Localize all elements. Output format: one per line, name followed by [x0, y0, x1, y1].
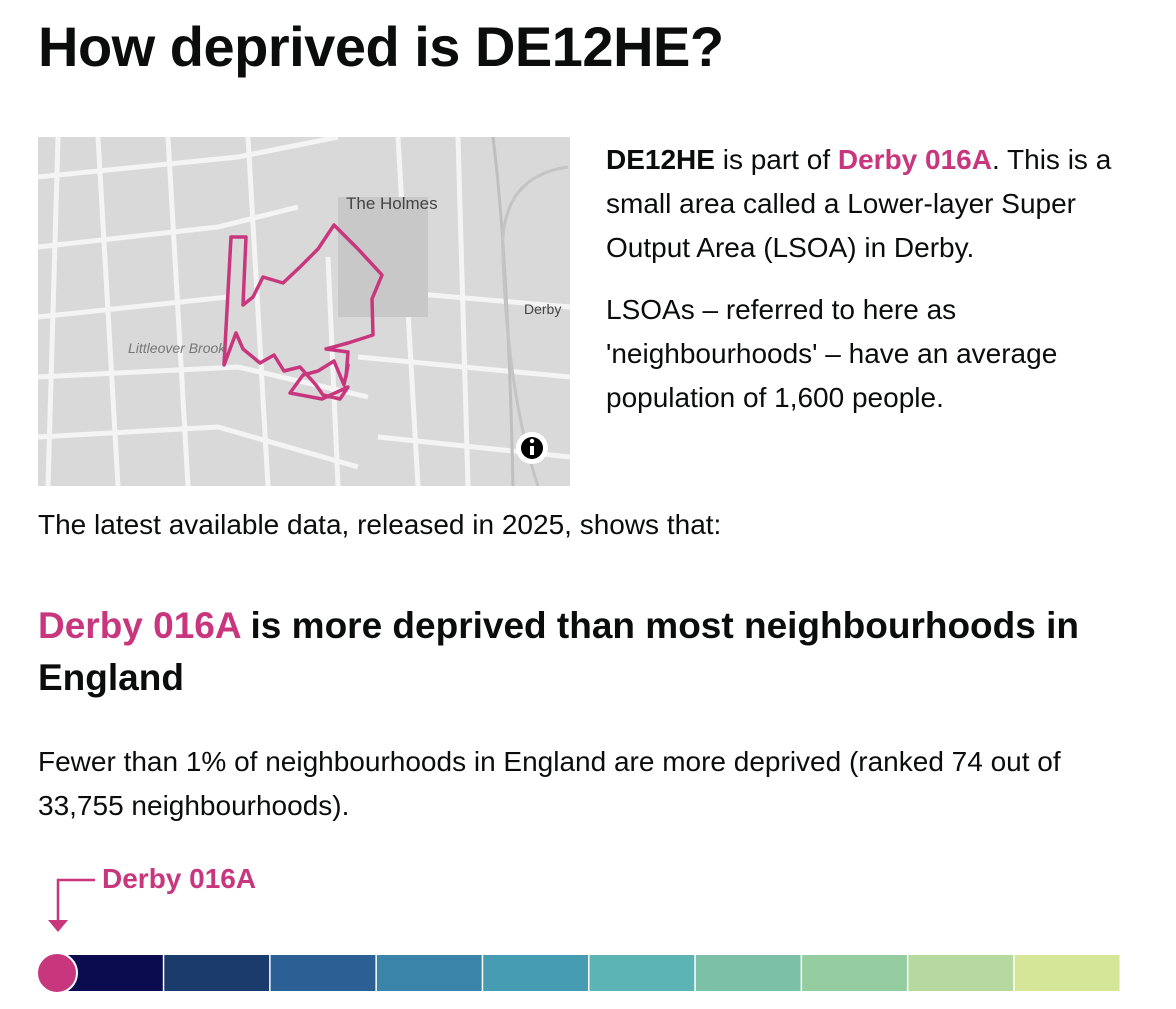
lead-text: The latest available data, released in 2… — [38, 509, 722, 540]
area-name: Derby 016A — [38, 605, 241, 646]
park — [338, 197, 428, 317]
text: is part of — [714, 144, 838, 175]
marker-label: Derby 016A — [102, 863, 256, 894]
decile-segment — [908, 955, 1014, 991]
result-heading: Derby 016A is more deprived than most ne… — [38, 600, 1148, 704]
text: is more deprived than most neighbourhood… — [38, 605, 1079, 698]
decile-segment — [589, 955, 695, 991]
map[interactable]: The Holmes Derby Littleover Brook — [38, 137, 570, 486]
decile-segment — [270, 955, 376, 991]
decile-segment — [483, 955, 588, 991]
map-label: The Holmes — [346, 194, 438, 213]
intro-paragraph: LSOAs – referred to here as 'neighbourho… — [606, 294, 1058, 413]
scale-bar — [58, 955, 1120, 991]
page-title: How deprived is DE12HE? — [38, 15, 724, 78]
info-glyph — [530, 446, 534, 455]
lsoa-boundary — [222, 223, 384, 401]
decile-segment — [1014, 955, 1120, 991]
decile-segment — [695, 955, 801, 991]
text: . This is a small area called a Lower-la… — [606, 144, 1112, 263]
intro: DE12HE is part of Derby 016A. This is a … — [606, 138, 1151, 420]
map-label: Derby — [524, 301, 561, 317]
intro-paragraph: DE12HE is part of Derby 016A. This is a … — [606, 138, 1151, 270]
decile-segment — [376, 955, 482, 991]
map-bg — [38, 137, 570, 486]
result-text: Fewer than 1% of neighbourhoods in Engla… — [38, 746, 1061, 821]
area-name: Derby 016A — [837, 144, 992, 175]
info-glyph — [529, 438, 535, 444]
postcode: DE12HE — [606, 144, 715, 175]
area-marker — [36, 952, 78, 994]
decile-segment — [802, 955, 907, 991]
decile-segment — [164, 955, 270, 991]
marker-arrow — [48, 920, 68, 932]
map-label: Littleover Brook — [128, 340, 226, 356]
railway — [501, 165, 569, 486]
marker-leader — [56, 878, 95, 922]
decile-scale: Derby 016A — [36, 863, 1120, 994]
